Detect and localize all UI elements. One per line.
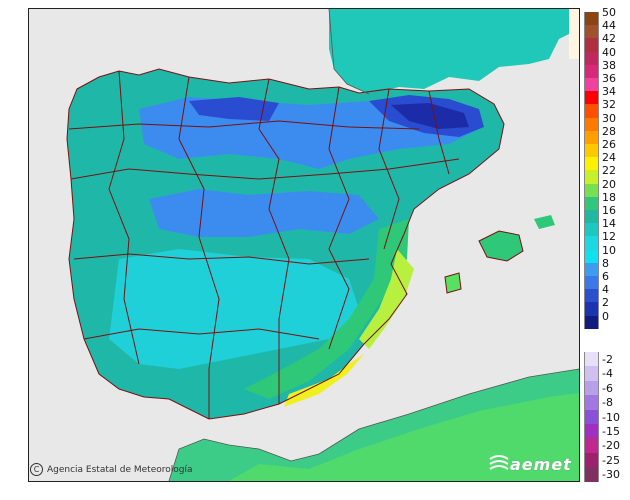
legend-swatch — [584, 315, 599, 330]
legend-label: 50 — [602, 6, 616, 19]
credit-text: Agencia Estatal de Meteorología — [47, 464, 193, 475]
zone-yellow-murcia — [284, 354, 364, 407]
legend-swatch-negative — [584, 409, 599, 425]
legend-label: 20 — [602, 177, 616, 191]
legend-label: 44 — [602, 19, 616, 33]
legend-swatch — [584, 170, 599, 185]
zone-yellow-coast — [359, 249, 414, 349]
legend-swatch — [584, 104, 599, 119]
color-legend: 50 44 42 40 38 36 34 32 30 28 26 24 22 20 18 16 14 12 10 8 6… — [584, 7, 628, 488]
legend-swatch — [584, 78, 599, 92]
legend-swatch-negative — [584, 352, 599, 367]
legend-swatch — [584, 38, 599, 53]
aemet-logo: aemet — [488, 452, 576, 476]
island-ibiza — [445, 273, 461, 293]
legend-label: 36 — [602, 72, 616, 85]
zone-darkblue-cantabria — [189, 97, 279, 121]
legend-swatch — [584, 91, 599, 105]
legend-label-negative: -8 — [602, 396, 613, 410]
legend-label-negative: -10 — [602, 410, 620, 424]
legend-label-negative: -2 — [602, 353, 613, 366]
legend-label: 34 — [602, 85, 616, 99]
legend-label-negative: -4 — [602, 367, 613, 381]
legend-swatch — [584, 25, 599, 39]
legend-swatch — [584, 276, 599, 290]
credit: C Agencia Estatal de Meteorología — [30, 463, 193, 476]
legend-swatch — [584, 157, 599, 171]
legend-swatch — [584, 183, 599, 198]
legend-label-negative: -20 — [602, 439, 620, 453]
legend-label: 42 — [602, 32, 616, 46]
legend-swatch — [584, 249, 599, 264]
legend-label: 38 — [602, 58, 616, 72]
legend-swatch — [584, 223, 599, 237]
legend-label: 32 — [602, 98, 616, 112]
zone-deepblue-pyrenees — [391, 103, 469, 129]
legend-label-negative: -30 — [602, 468, 620, 482]
legend-label: 8 — [602, 256, 609, 270]
legend-label: 0 — [602, 309, 609, 323]
legend-swatch-negative — [584, 452, 599, 468]
legend-swatch-negative — [584, 438, 599, 454]
legend-swatch-negative — [584, 395, 599, 411]
zone-cyan — [109, 249, 359, 369]
aemet-logo-text: aemet — [510, 455, 572, 474]
legend-label-negative: -6 — [602, 381, 613, 395]
zone-blue-central — [149, 189, 379, 237]
legend-label: 28 — [602, 124, 616, 138]
island-menorca — [534, 215, 555, 229]
legend-label: 18 — [602, 190, 616, 204]
legend-swatch-negative — [584, 424, 599, 439]
legend-swatch — [584, 130, 599, 145]
legend-label: 22 — [602, 164, 616, 178]
temperature-map — [28, 8, 580, 482]
legend-swatch — [584, 144, 599, 158]
legend-label: 2 — [602, 296, 609, 310]
legend-label: 6 — [602, 270, 609, 283]
legend-swatch — [584, 262, 599, 277]
legend-swatch-negative — [584, 467, 599, 483]
legend-swatch — [584, 51, 599, 66]
legend-label: 30 — [602, 111, 616, 125]
country-outlines — [168, 9, 579, 481]
legend-swatch — [584, 117, 599, 132]
map-svg — [29, 9, 579, 481]
copyright-icon: C — [30, 463, 43, 476]
legend-label: 10 — [602, 243, 616, 257]
legend-swatch — [584, 210, 599, 224]
legend-swatch-negative — [584, 366, 599, 382]
legend-label: 40 — [602, 45, 616, 59]
province-borders — [66, 68, 524, 420]
legend-label-negative: -15 — [602, 425, 620, 438]
legend-label: 12 — [602, 230, 616, 244]
legend-swatch — [584, 12, 599, 26]
france-edge — [569, 9, 579, 59]
legend-label: 14 — [602, 217, 616, 231]
zone-green-coast — [244, 219, 409, 399]
legend-label: 24 — [602, 151, 616, 165]
aemet-logo-icon — [489, 455, 509, 470]
legend-swatch-negative — [584, 380, 599, 396]
legend-label: 16 — [602, 204, 616, 217]
island-mallorca — [479, 231, 523, 261]
legend-label-negative: -25 — [602, 453, 620, 467]
legend-label: 4 — [602, 283, 609, 297]
legend-swatch — [584, 302, 599, 317]
legend-swatch — [584, 236, 599, 251]
legend-swatch — [584, 64, 599, 79]
legend-label: 26 — [602, 138, 616, 151]
legend-swatch — [584, 196, 599, 211]
legend-swatch — [584, 289, 599, 303]
france-land — [329, 9, 579, 94]
